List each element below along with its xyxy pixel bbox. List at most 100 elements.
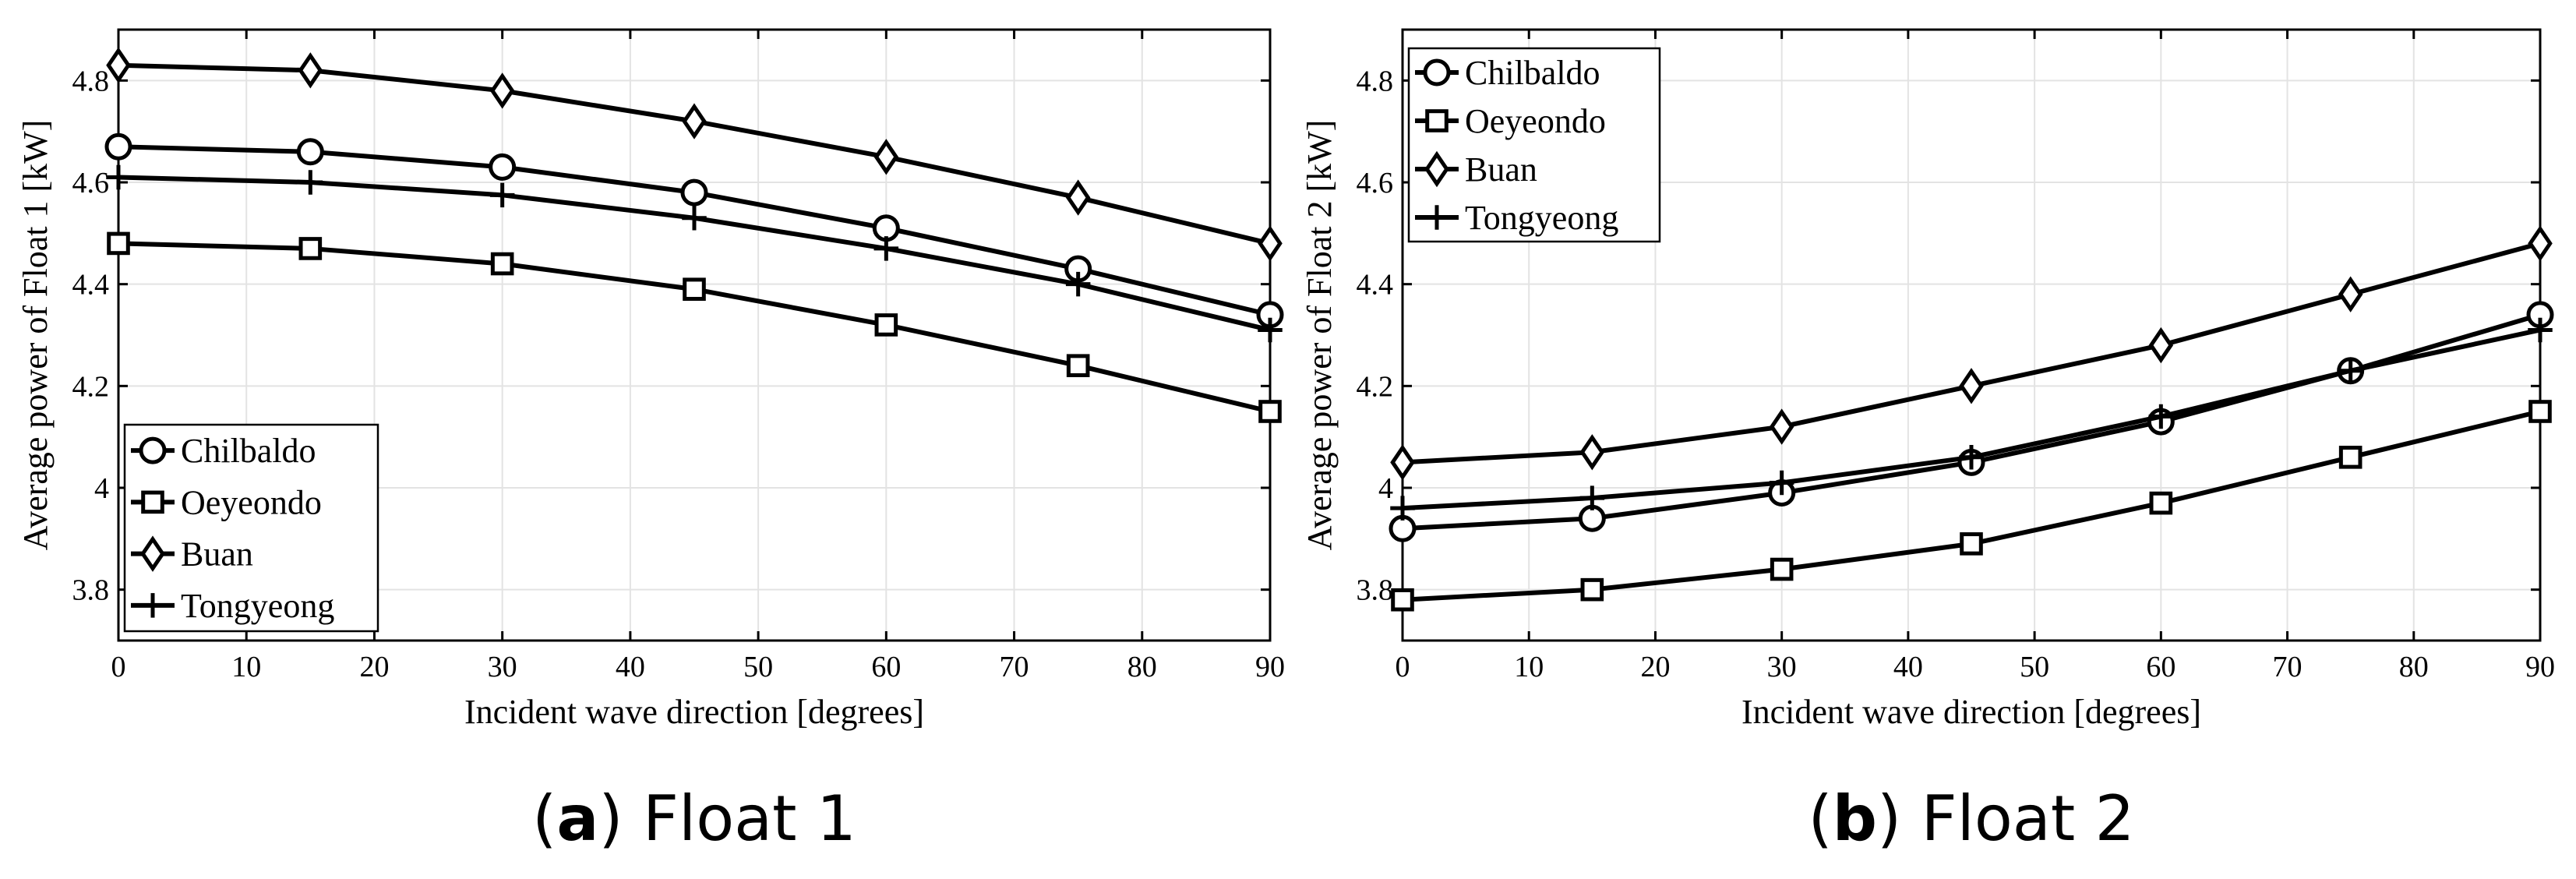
caption-a-text: Float 1	[623, 782, 856, 855]
x-tick-label: 90	[2525, 651, 2555, 683]
caption-a-close: )	[598, 782, 623, 855]
y-tick-label: 4.6	[1357, 167, 1394, 199]
data-point-tongyeong	[2148, 404, 2174, 429]
caption-b-letter: b	[1833, 782, 1877, 855]
data-point-chilbaldo	[680, 178, 708, 207]
data-point-oeyeondo	[298, 237, 323, 260]
data-point-tongyeong	[682, 205, 707, 231]
y-tick-label: 4.6	[72, 167, 110, 199]
x-tick-label: 20	[1640, 651, 1670, 683]
legend-label: Tongyeong	[1465, 199, 1618, 237]
data-point-buan	[873, 139, 899, 175]
y-ticks-b: 3.8 4 4.2 4.4 4.6 4.8	[1357, 65, 2540, 607]
data-point-buan	[2338, 276, 2363, 312]
series-line-oeyeondo	[1402, 409, 2541, 602]
data-point-buan	[298, 52, 323, 89]
data-point-tongyeong	[1065, 271, 1091, 297]
x-tick-label: 70	[1000, 651, 1029, 683]
data-point-oeyeondo	[1770, 557, 1794, 581]
legend-item-oeyeondo: Oeyeondo	[1415, 102, 1606, 140]
data-point-tongyeong	[2528, 317, 2553, 343]
y-tick-label: 4.8	[1357, 65, 1394, 97]
data-point-oeyeondo	[1960, 532, 1983, 556]
legend-item-tongyeong: Tongyeong	[1415, 199, 1618, 237]
data-point-oeyeondo	[1258, 400, 1282, 423]
legend-marker-buan	[140, 535, 165, 572]
x-tick-label: 0	[111, 651, 126, 683]
legend-marker-chilbaldo	[1423, 58, 1451, 86]
caption-a: (a) Float 1	[532, 782, 856, 855]
legend-label: Buan	[1465, 150, 1537, 189]
series-chilbaldo-b	[1389, 301, 2554, 542]
x-tick-label: 60	[2146, 651, 2175, 683]
data-point-oeyeondo	[2528, 400, 2552, 423]
caption-b-text: Float 2	[1901, 782, 2134, 855]
caption-a-letter: a	[556, 782, 598, 855]
legend-box	[123, 423, 379, 633]
data-point-tongyeong	[873, 236, 899, 261]
data-point-buan	[106, 47, 131, 83]
x-tick-label: 10	[231, 651, 261, 683]
data-point-oeyeondo	[1580, 577, 1604, 602]
data-point-tongyeong	[1959, 445, 1984, 470]
data-point-oeyeondo	[490, 252, 514, 276]
series-oeyeondo-a	[107, 231, 1282, 423]
x-tick-label: 40	[616, 651, 645, 683]
x-tick-label: 10	[1514, 651, 1544, 683]
legend-label: Chilbaldo	[181, 432, 316, 470]
legend-label: Oeyeondo	[181, 483, 322, 521]
data-point-chilbaldo	[489, 153, 517, 181]
legend-b: Chilbaldo Oeyeondo Buan Tongyeong	[1407, 47, 1661, 243]
x-tick-label: 60	[871, 651, 901, 683]
data-point-chilbaldo	[104, 132, 132, 161]
x-tick-label: 30	[488, 651, 517, 683]
y-ticks-a: 3.8 4 4.2 4.4 4.6 4.8	[72, 65, 1270, 607]
legend-item-chilbaldo: Chilbaldo	[131, 432, 316, 470]
data-point-oeyeondo	[2338, 446, 2363, 469]
series-oeyeondo-b	[1391, 400, 2552, 612]
data-point-buan	[489, 72, 515, 109]
x-tick-label: 70	[2273, 651, 2303, 683]
caption-a-open: (	[532, 782, 556, 855]
series-line-buan	[1402, 241, 2541, 465]
x-tick-label: 50	[2020, 651, 2049, 683]
series-b	[1389, 225, 2554, 612]
legend-marker-oeyeondo	[1425, 109, 1449, 132]
y-tick-label: 4.2	[72, 370, 110, 403]
data-point-chilbaldo	[296, 138, 324, 166]
y-tick-label: 4.4	[72, 269, 110, 302]
series-tongyeong-a	[106, 164, 1283, 343]
legend-item-tongyeong: Tongyeong	[131, 587, 334, 625]
legend-label: Chilbaldo	[1465, 54, 1600, 92]
caption-b-open: (	[1808, 782, 1832, 855]
data-point-tongyeong	[1258, 317, 1283, 343]
caption-b: (b) Float 2	[1808, 782, 2134, 855]
data-point-buan	[1579, 434, 1605, 471]
caption-b-close: )	[1877, 782, 1901, 855]
x-tick-label: 80	[1127, 651, 1157, 683]
data-point-buan	[1769, 408, 1794, 445]
data-point-buan	[682, 103, 707, 139]
data-point-buan	[1258, 225, 1283, 262]
legend-label: Buan	[181, 535, 253, 574]
x-tick-label: 30	[1767, 651, 1797, 683]
x-tick-label: 80	[2399, 651, 2429, 683]
legend-item-oeyeondo: Oeyeondo	[131, 483, 322, 521]
legend-item-buan: Buan	[131, 535, 253, 574]
x-tick-label: 50	[743, 651, 773, 683]
data-point-oeyeondo	[1391, 588, 1414, 612]
x-tick-label: 40	[1893, 651, 1923, 683]
data-point-buan	[2528, 225, 2553, 262]
y-tick-label: 4.4	[1357, 269, 1394, 302]
data-point-oeyeondo	[2149, 491, 2173, 515]
y-axis-label-a: Average power of Float 1 [kW]	[16, 120, 55, 551]
data-point-tongyeong	[1390, 496, 1415, 521]
data-point-oeyeondo	[1066, 354, 1090, 377]
y-tick-label: 4	[1378, 472, 1393, 505]
data-point-tongyeong	[1769, 470, 1794, 496]
data-point-oeyeondo	[107, 231, 130, 256]
series-buan-a	[106, 47, 1283, 262]
legend-box	[1407, 47, 1661, 243]
x-ticks-b: 0 10 20 30 40 50 60 70 80 90	[1396, 30, 2555, 683]
